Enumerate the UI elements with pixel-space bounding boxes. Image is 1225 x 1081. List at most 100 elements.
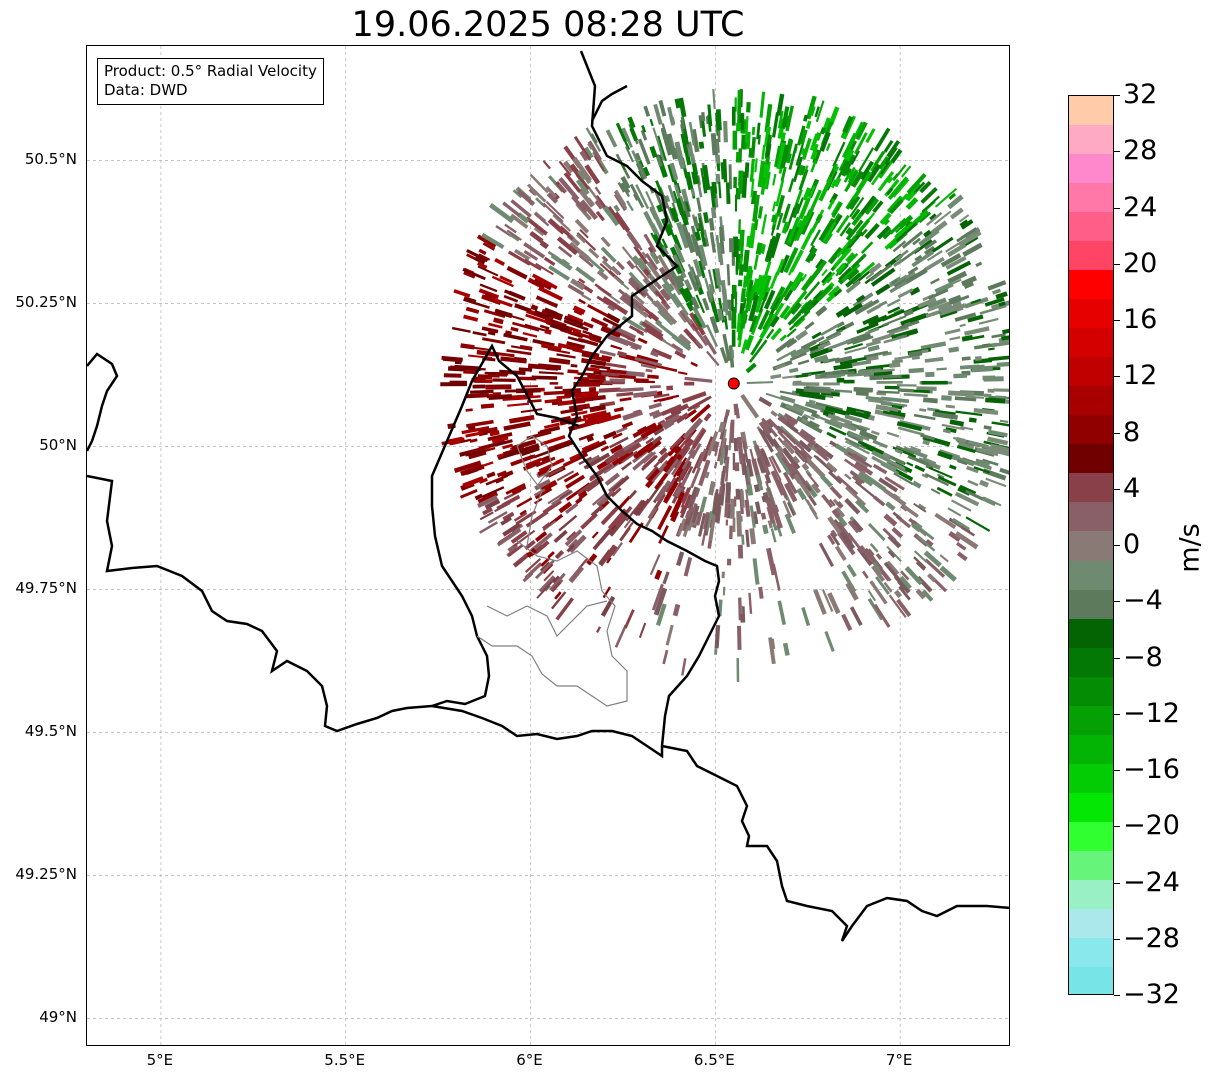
- velocity-bin: [694, 339, 704, 350]
- velocity-bin: [871, 332, 896, 343]
- velocity-bin: [681, 309, 693, 325]
- radar-map[interactable]: [86, 45, 1010, 1046]
- velocity-bin: [882, 527, 897, 542]
- velocity-bin: [961, 356, 971, 361]
- velocity-bin: [533, 278, 552, 291]
- velocity-bin: [641, 251, 648, 259]
- velocity-bin: [720, 162, 726, 180]
- velocity-bin: [826, 276, 833, 284]
- velocity-bin: [582, 321, 594, 329]
- velocity-bin: [805, 499, 818, 516]
- velocity-bin: [508, 290, 526, 301]
- velocity-bin: [824, 232, 833, 245]
- velocity-bin: [440, 382, 467, 387]
- velocity-bin: [508, 233, 520, 242]
- colorbar-tick-label: 20: [1123, 247, 1158, 279]
- border-lu-de: [567, 50, 721, 747]
- velocity-bin: [801, 607, 811, 627]
- velocity-bin: [592, 527, 613, 551]
- velocity-bin: [929, 213, 938, 222]
- velocity-bin: [770, 374, 782, 380]
- velocity-bin: [821, 269, 828, 277]
- velocity-bin: [835, 159, 849, 183]
- velocity-bin: [854, 480, 876, 498]
- velocity-bin: [740, 229, 745, 258]
- velocity-bin: [612, 432, 623, 440]
- velocity-bin: [873, 127, 891, 152]
- colorbar-segment: [1069, 618, 1113, 649]
- velocity-bin: [776, 93, 785, 116]
- velocity-bin: [462, 476, 484, 488]
- velocity-bin: [979, 304, 1007, 315]
- velocity-bin: [568, 538, 579, 549]
- velocity-bin: [875, 283, 891, 296]
- lat-tick-label: 49.75°N: [15, 579, 77, 598]
- velocity-bin: [680, 210, 690, 226]
- velocity-bin: [862, 314, 880, 326]
- velocity-bin: [653, 455, 666, 469]
- velocity-bin: [940, 303, 966, 316]
- velocity-bin: [472, 331, 487, 337]
- velocity-bin: [476, 234, 497, 249]
- velocity-bin: [800, 417, 809, 425]
- velocity-bin: [572, 305, 586, 315]
- velocity-bin: [740, 339, 748, 354]
- velocity-bin: [736, 436, 745, 465]
- velocity-bin: [810, 445, 818, 452]
- velocity-bin: [775, 179, 785, 207]
- velocity-bin: [750, 137, 756, 158]
- velocity-bin: [757, 160, 766, 188]
- velocity-bin: [786, 153, 792, 164]
- velocity-bin: [937, 302, 953, 312]
- velocity-bin: [492, 378, 516, 382]
- velocity-bin: [648, 312, 660, 322]
- colorbar-segment: [1069, 676, 1113, 707]
- velocity-bin: [939, 565, 957, 582]
- velocity-bin: [780, 144, 790, 169]
- velocity-bin: [873, 495, 886, 507]
- velocity-bin: [752, 194, 760, 222]
- velocity-bin: [821, 271, 836, 286]
- velocity-bin: [988, 355, 1009, 362]
- velocity-bin: [619, 294, 634, 308]
- velocity-bin: [610, 443, 623, 454]
- velocity-bin: [839, 530, 856, 550]
- velocity-bin: [789, 249, 804, 273]
- product-info-box: Product: 0.5° Radial Velocity Data: DWD: [97, 58, 324, 105]
- velocity-bin: [828, 470, 843, 485]
- velocity-bin: [790, 312, 802, 324]
- velocity-bin: [514, 303, 532, 313]
- velocity-bin: [673, 486, 683, 498]
- velocity-bin: [790, 347, 805, 358]
- velocity-bin: [967, 479, 979, 487]
- velocity-bin: [904, 182, 922, 201]
- velocity-bin: [845, 219, 864, 241]
- velocity-bin: [640, 288, 654, 302]
- velocity-bin: [815, 444, 829, 457]
- lat-tick-label: 49°N: [39, 1008, 77, 1027]
- velocity-bin: [645, 252, 659, 271]
- velocity-bin: [468, 446, 490, 454]
- colorbar-tick-label: −4: [1123, 585, 1163, 617]
- velocity-bin: [539, 240, 549, 250]
- velocity-bin: [664, 410, 682, 421]
- velocity-bin: [732, 452, 736, 471]
- velocity-bin: [658, 100, 667, 117]
- velocity-bin: [852, 475, 863, 485]
- velocity-bin: [809, 346, 833, 359]
- velocity-bin: [849, 606, 863, 626]
- velocity-bin: [760, 449, 770, 466]
- velocity-bin: [918, 228, 940, 247]
- colorbar-segment: [1069, 154, 1113, 184]
- velocity-bin: [578, 490, 587, 498]
- velocity-bin: [804, 321, 815, 331]
- velocity-bin: [590, 133, 598, 144]
- velocity-bin: [568, 326, 582, 334]
- velocity-bin: [973, 342, 998, 350]
- velocity-bin: [556, 236, 579, 256]
- velocity-bin: [978, 317, 999, 325]
- velocity-bin: [621, 421, 634, 429]
- velocity-bin: [715, 109, 722, 131]
- velocity-bin: [854, 132, 868, 155]
- velocity-bin: [816, 285, 834, 302]
